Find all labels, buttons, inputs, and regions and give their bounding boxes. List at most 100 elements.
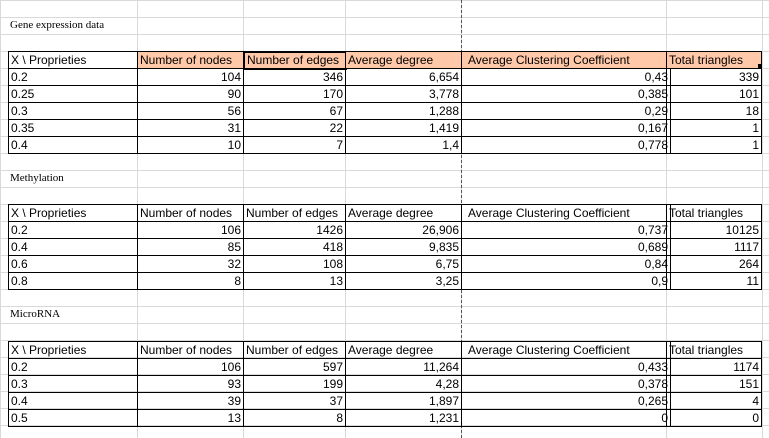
table-cell[interactable]: 0,265 (461, 392, 671, 410)
table-cell[interactable]: 4,28 (345, 375, 462, 393)
table-cell[interactable]: 1 (666, 119, 762, 137)
table-cell[interactable]: 151 (666, 375, 762, 393)
table-cell[interactable]: 93 (137, 375, 244, 393)
table-cell[interactable]: 4 (666, 392, 762, 410)
table-cell[interactable]: 0,167 (461, 119, 671, 137)
table-cell[interactable]: 0.8 (8, 272, 138, 290)
table-cell[interactable]: 101 (666, 85, 762, 103)
table-cell[interactable]: 199 (243, 375, 346, 393)
table-cell[interactable]: 7 (243, 136, 346, 154)
table-cell[interactable]: 32 (137, 255, 244, 273)
header-cell[interactable]: Total triangles (666, 341, 762, 359)
header-cell[interactable]: Average Clustering Coefficient (461, 341, 671, 359)
table-cell[interactable]: 106 (137, 221, 244, 239)
table-cell[interactable]: 104 (137, 68, 244, 86)
table-cell[interactable]: 1117 (666, 238, 762, 256)
selection-fill-handle[interactable] (758, 64, 762, 68)
header-cell[interactable]: Average Clustering Coefficient (461, 204, 671, 222)
table-cell[interactable]: 418 (243, 238, 346, 256)
table-cell[interactable]: 0,737 (461, 221, 671, 239)
header-cell[interactable]: Average Clustering Coefficient (461, 51, 671, 69)
table-cell[interactable]: 85 (137, 238, 244, 256)
table-cell[interactable]: 9,835 (345, 238, 462, 256)
table-cell[interactable]: 0.2 (8, 358, 138, 376)
table-cell[interactable]: 0 (666, 409, 762, 427)
table-cell[interactable]: 0.25 (8, 85, 138, 103)
table-cell[interactable]: 6,654 (345, 68, 462, 86)
table-cell[interactable]: 0,84 (461, 255, 671, 273)
table-cell[interactable]: 13 (243, 272, 346, 290)
header-cell[interactable]: Number of edges (243, 341, 346, 359)
table-cell[interactable]: 8 (243, 409, 346, 427)
table-cell[interactable]: 1,897 (345, 392, 462, 410)
table-cell[interactable]: 11,264 (345, 358, 462, 376)
table-cell[interactable]: 1,4 (345, 136, 462, 154)
table-cell[interactable]: 0,378 (461, 375, 671, 393)
table-cell[interactable]: 26,906 (345, 221, 462, 239)
table-cell[interactable]: 3,25 (345, 272, 462, 290)
table-cell[interactable]: 11 (666, 272, 762, 290)
table-cell[interactable]: 0.2 (8, 68, 138, 86)
table-cell[interactable]: 8 (137, 272, 244, 290)
table-cell[interactable]: 0,778 (461, 136, 671, 154)
table-cell[interactable]: 56 (137, 102, 244, 120)
table-cell[interactable]: 31 (137, 119, 244, 137)
header-cell[interactable]: Number of edges (243, 204, 346, 222)
header-cell[interactable]: Total triangles (666, 51, 762, 69)
header-cell[interactable]: X \ Proprieties (8, 51, 138, 69)
table-cell[interactable]: 0.4 (8, 392, 138, 410)
header-cell[interactable]: Average degree (345, 204, 462, 222)
table-cell[interactable]: 0.3 (8, 375, 138, 393)
header-cell[interactable]: Average degree (345, 341, 462, 359)
table-cell[interactable]: 264 (666, 255, 762, 273)
table-cell[interactable]: 108 (243, 255, 346, 273)
table-cell[interactable]: 1,288 (345, 102, 462, 120)
table-cell[interactable]: 346 (243, 68, 346, 86)
table-cell[interactable]: 1426 (243, 221, 346, 239)
table-cell[interactable]: 39 (137, 392, 244, 410)
table-cell[interactable]: 13 (137, 409, 244, 427)
table-cell[interactable]: 0.35 (8, 119, 138, 137)
table-cell[interactable]: 22 (243, 119, 346, 137)
table-cell[interactable]: 18 (666, 102, 762, 120)
table-cell[interactable]: 0.5 (8, 409, 138, 427)
table-cell[interactable]: 1,231 (345, 409, 462, 427)
selected-header-cell[interactable]: Number of edges (243, 51, 347, 70)
table-cell[interactable]: 0,689 (461, 238, 671, 256)
table-cell[interactable]: 0 (461, 409, 671, 427)
table-cell[interactable]: 1 (666, 136, 762, 154)
table-cell[interactable]: 0,9 (461, 272, 671, 290)
table-cell[interactable]: 0,385 (461, 85, 671, 103)
header-cell[interactable]: Average degree (345, 51, 462, 69)
table-cell[interactable]: 0.4 (8, 238, 138, 256)
section-title-microrna: MicroRNA (10, 308, 61, 320)
table-cell[interactable]: 10125 (666, 221, 762, 239)
table-cell[interactable]: 90 (137, 85, 244, 103)
table-cell[interactable]: 6,75 (345, 255, 462, 273)
header-cell[interactable]: X \ Proprieties (8, 204, 138, 222)
table-cell[interactable]: 3,778 (345, 85, 462, 103)
header-cell[interactable]: Number of nodes (137, 51, 244, 69)
table-cell[interactable]: 0.3 (8, 102, 138, 120)
table-cell[interactable]: 0.2 (8, 221, 138, 239)
table-cell[interactable]: 0.6 (8, 255, 138, 273)
table-cell[interactable]: 10 (137, 136, 244, 154)
section-title-methylation: Methylation (10, 172, 64, 184)
table-cell[interactable]: 597 (243, 358, 346, 376)
header-cell[interactable]: Total triangles (666, 204, 762, 222)
table-cell[interactable]: 0.4 (8, 136, 138, 154)
table-cell[interactable]: 1174 (666, 358, 762, 376)
table-cell[interactable]: 339 (666, 68, 762, 86)
table-cell[interactable]: 0,433 (461, 358, 671, 376)
table-cell[interactable]: 0,43 (461, 68, 671, 86)
header-cell[interactable]: X \ Proprieties (8, 341, 138, 359)
table-cell[interactable]: 67 (243, 102, 346, 120)
header-cell[interactable]: Number of nodes (137, 341, 244, 359)
table-cell[interactable]: 1,419 (345, 119, 462, 137)
table-cell[interactable]: 0,29 (461, 102, 671, 120)
table-cell[interactable]: 170 (243, 85, 346, 103)
table-cell[interactable]: 37 (243, 392, 346, 410)
table-cell[interactable]: 106 (137, 358, 244, 376)
header-cell[interactable]: Number of nodes (137, 204, 244, 222)
